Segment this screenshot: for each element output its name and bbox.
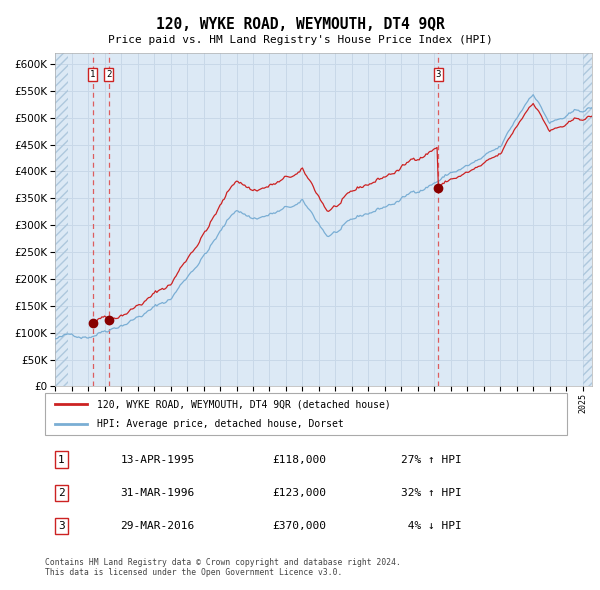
Text: 4% ↓ HPI: 4% ↓ HPI: [401, 521, 462, 531]
Text: Contains HM Land Registry data © Crown copyright and database right 2024.: Contains HM Land Registry data © Crown c…: [45, 558, 401, 566]
Text: 3: 3: [58, 521, 65, 531]
Text: 32% ↑ HPI: 32% ↑ HPI: [401, 488, 462, 497]
Text: 120, WYKE ROAD, WEYMOUTH, DT4 9QR (detached house): 120, WYKE ROAD, WEYMOUTH, DT4 9QR (detac…: [97, 399, 391, 409]
Text: Price paid vs. HM Land Registry's House Price Index (HPI): Price paid vs. HM Land Registry's House …: [107, 35, 493, 45]
Text: 120, WYKE ROAD, WEYMOUTH, DT4 9QR: 120, WYKE ROAD, WEYMOUTH, DT4 9QR: [155, 17, 445, 31]
Text: £118,000: £118,000: [272, 454, 326, 464]
Text: £370,000: £370,000: [272, 521, 326, 531]
Text: 3: 3: [436, 70, 441, 79]
Bar: [583, 53, 592, 386]
Bar: [55, 53, 68, 386]
Text: 13-APR-1995: 13-APR-1995: [121, 454, 195, 464]
Text: HPI: Average price, detached house, Dorset: HPI: Average price, detached house, Dors…: [97, 419, 344, 429]
Text: 1: 1: [90, 70, 95, 79]
Bar: [583, 53, 592, 386]
Text: 2: 2: [58, 488, 65, 497]
Text: 1: 1: [58, 454, 65, 464]
FancyBboxPatch shape: [45, 393, 567, 435]
Text: This data is licensed under the Open Government Licence v3.0.: This data is licensed under the Open Gov…: [45, 568, 343, 576]
Text: 27% ↑ HPI: 27% ↑ HPI: [401, 454, 462, 464]
Text: £123,000: £123,000: [272, 488, 326, 497]
Text: 31-MAR-1996: 31-MAR-1996: [121, 488, 195, 497]
Bar: [55, 53, 68, 386]
Text: 29-MAR-2016: 29-MAR-2016: [121, 521, 195, 531]
Text: 2: 2: [106, 70, 112, 79]
